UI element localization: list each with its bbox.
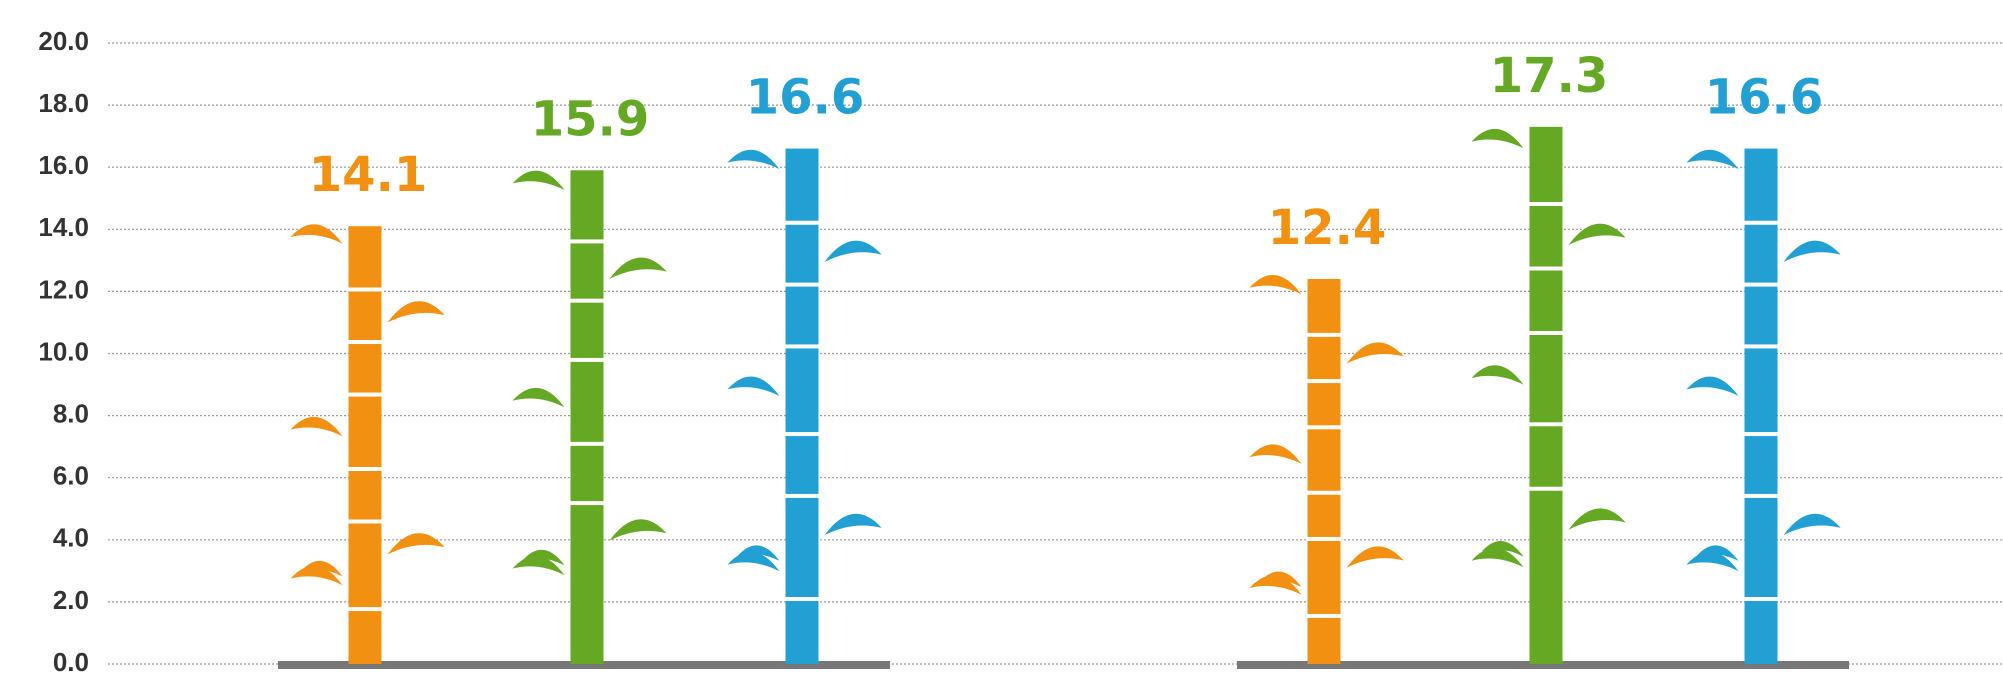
bamboo-node [1306, 425, 1342, 430]
y-tick-label: 18.0 [38, 88, 89, 118]
leaf [1686, 376, 1739, 396]
bamboo-node [1743, 282, 1779, 287]
bamboo-node [347, 392, 383, 397]
y-tick-label: 20.0 [38, 26, 89, 56]
leaf [512, 170, 565, 191]
value-label: 17.3 [1490, 48, 1608, 104]
leaf [727, 376, 780, 396]
leaf [387, 533, 445, 555]
y-tick-label: 12.0 [38, 274, 89, 304]
bamboo-node [784, 493, 820, 498]
bar [1744, 148, 1778, 664]
bamboo-node [1743, 344, 1779, 349]
leaf [1249, 444, 1302, 464]
leaf [290, 416, 343, 437]
leaf [1568, 508, 1626, 530]
leaf [1481, 541, 1524, 557]
leaf [387, 301, 445, 323]
bamboo-node [1306, 490, 1342, 495]
bamboo-node [347, 287, 383, 292]
leaf [737, 545, 780, 561]
bamboo-node [784, 220, 820, 225]
y-tick-label: 10.0 [38, 336, 89, 366]
leaf [1471, 365, 1524, 385]
leaf [1471, 128, 1524, 149]
bamboo-node [347, 466, 383, 471]
bar [348, 226, 382, 664]
leaf [290, 565, 343, 586]
leaf [1696, 545, 1739, 561]
y-tick-label: 6.0 [53, 461, 89, 491]
value-label: 14.1 [309, 147, 427, 203]
bamboo-node [784, 432, 820, 437]
value-label: 16.6 [1705, 70, 1823, 126]
bamboo-node [347, 607, 383, 612]
leaf [1686, 551, 1739, 572]
y-tick-label: 8.0 [53, 398, 89, 428]
leaf [300, 560, 343, 577]
bamboo-node [784, 596, 820, 601]
leaf [290, 224, 343, 244]
leaf [824, 513, 882, 536]
leaf [1783, 240, 1841, 262]
y-tick-label: 0.0 [53, 647, 89, 677]
bamboo-node [1528, 202, 1564, 207]
bamboo-node [1306, 379, 1342, 384]
bar [1529, 126, 1563, 664]
leaf [1249, 274, 1302, 295]
bamboo-node [569, 239, 605, 244]
leaf [1783, 513, 1841, 536]
leaf [824, 240, 882, 262]
y-tick-label: 2.0 [53, 585, 89, 615]
bamboo-node [569, 441, 605, 446]
bamboo-node [1528, 266, 1564, 271]
leaf [609, 257, 667, 279]
bamboo-node [569, 298, 605, 303]
leaf [1346, 546, 1404, 568]
bamboo-node [784, 344, 820, 349]
bamboo-node [1306, 536, 1342, 541]
bamboo-node [784, 282, 820, 287]
bamboo-node [1743, 432, 1779, 437]
y-tick-label: 14.0 [38, 212, 89, 242]
leaf [727, 551, 780, 572]
leaf [609, 519, 667, 541]
bamboo-node [1528, 486, 1564, 491]
bar [785, 148, 819, 664]
leaf [727, 149, 780, 170]
leaf [512, 387, 565, 408]
bamboo-node [569, 357, 605, 362]
bamboo-node [347, 519, 383, 524]
value-label: 15.9 [531, 91, 649, 147]
bar [570, 170, 604, 664]
value-label: 12.4 [1268, 200, 1386, 256]
bamboo-node [1743, 220, 1779, 225]
ground [1237, 661, 1849, 669]
leaf [1686, 149, 1739, 170]
leaf [512, 555, 565, 576]
leaf [1471, 547, 1524, 568]
bamboo-node [347, 340, 383, 345]
value-label: 16.6 [746, 70, 864, 126]
bamboo-node [1528, 422, 1564, 427]
bamboo-node [1306, 613, 1342, 618]
bamboo-node [1743, 493, 1779, 498]
leaf [522, 549, 565, 566]
bamboo-node [1743, 596, 1779, 601]
leaf [1346, 342, 1404, 364]
leaf [1259, 571, 1302, 587]
bar [1307, 278, 1341, 664]
ground [278, 661, 890, 669]
bamboo-node [1306, 332, 1342, 337]
bamboo-node [1528, 330, 1564, 335]
y-tick-label: 4.0 [53, 523, 89, 553]
bamboo-node [569, 501, 605, 506]
y-tick-label: 16.0 [38, 150, 89, 180]
leaf [1568, 223, 1626, 246]
